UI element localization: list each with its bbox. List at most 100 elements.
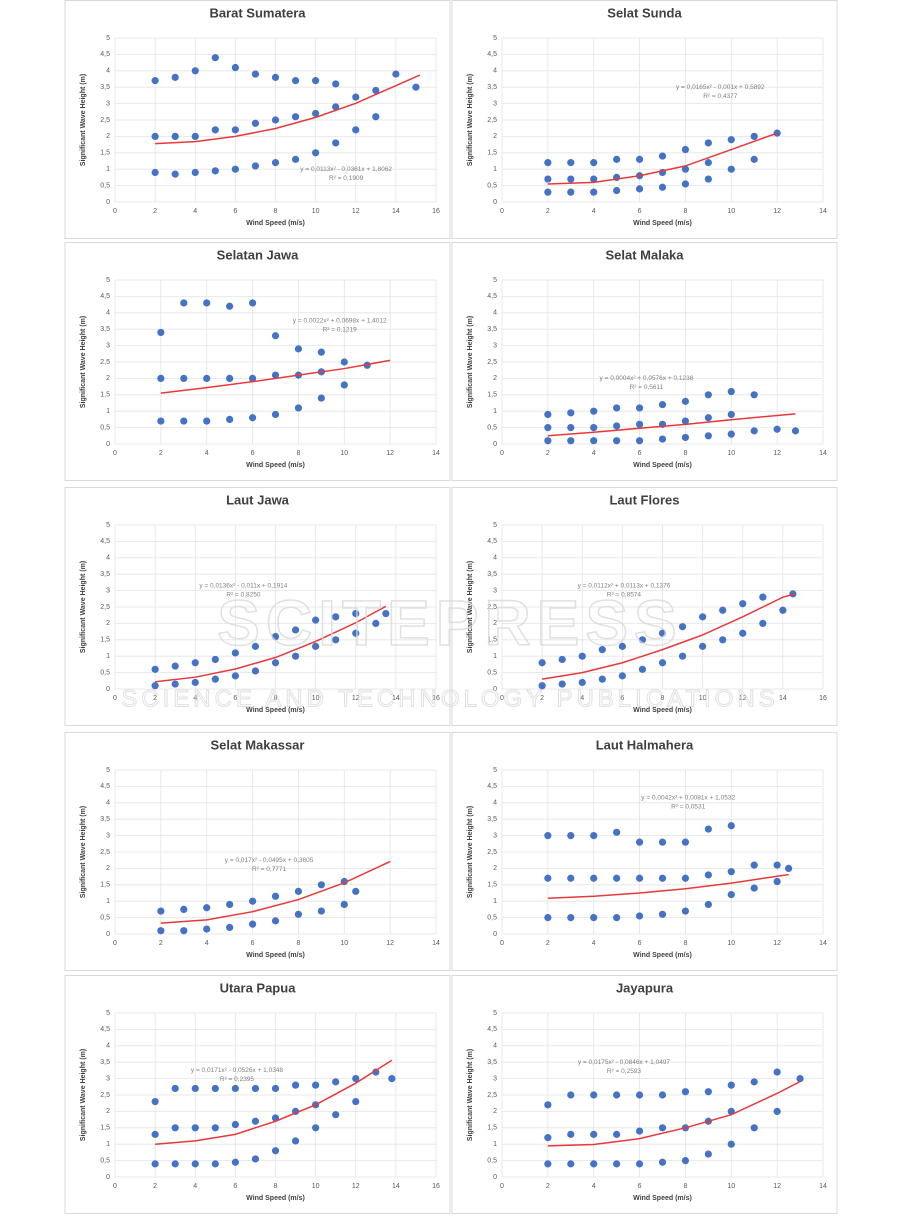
scatter-point	[332, 613, 340, 621]
x-tick-label: 8	[661, 695, 665, 702]
x-tick-label: 14	[819, 208, 827, 215]
scatter-point	[157, 417, 165, 425]
x-tick-label: 6	[233, 1183, 237, 1190]
scatter-point	[635, 420, 644, 428]
y-tick-label: 5	[493, 277, 497, 284]
x-axis-label: Wind Speed (m/s)	[246, 952, 305, 959]
x-tick-label: 0	[500, 695, 504, 702]
y-tick-label: 0	[106, 1174, 110, 1181]
y-tick-label: 1	[106, 166, 110, 173]
scatter-point	[340, 358, 348, 366]
scatter-point	[613, 1160, 621, 1168]
scatter-point	[171, 73, 179, 81]
scatter-point	[635, 838, 644, 846]
scatter-point	[171, 1124, 179, 1132]
x-tick-label: 6	[638, 1183, 642, 1190]
x-tick-label: 0	[113, 695, 117, 702]
scatter-point	[294, 404, 303, 412]
chart-panel: Laut Jawa 0 0,5 1 1,5 2 2,5 3 3,5 4 4,5 5 0 2 4 6 8 10 12 1…	[64, 487, 451, 726]
y-tick-label: 2,5	[100, 359, 110, 366]
x-axis-label: Wind Speed (m/s)	[633, 220, 692, 227]
y-tick-label: 0,5	[100, 669, 110, 676]
y-tick-label: 1	[493, 653, 497, 660]
y-tick-label: 2,5	[487, 359, 497, 366]
scatter-point	[317, 907, 325, 915]
y-tick-label: 0	[106, 199, 110, 206]
y-tick-label: 2	[493, 375, 497, 382]
scatter-point	[704, 175, 712, 183]
y-tick-label: 4	[493, 68, 497, 75]
scatter-point	[211, 1084, 219, 1093]
scatter-point	[294, 910, 303, 918]
scatter-point	[312, 1081, 320, 1089]
y-tick-label: 2	[493, 1108, 497, 1115]
scatter-point	[750, 132, 758, 140]
scatter-point	[372, 113, 380, 121]
scatter-point	[180, 417, 188, 425]
scatter-point	[271, 332, 280, 340]
x-tick-label: 2	[546, 450, 550, 457]
scatter-point	[312, 642, 320, 650]
y-tick-label: 4	[493, 1043, 497, 1050]
scatter-point	[635, 912, 644, 920]
scatter-point	[658, 629, 667, 637]
x-tick-label: 0	[500, 1183, 504, 1190]
scatter-point	[151, 132, 159, 140]
x-tick-label: 2	[153, 1183, 157, 1190]
scatter-point	[598, 646, 606, 654]
scatter-point	[372, 1068, 380, 1076]
chart-panel: Laut Halmahera 0 0,5 1 1,5 2 2,5 3 3,5 4 4,5 5 0 2 4 6 8…	[451, 732, 838, 971]
x-tick-label: 14	[392, 208, 400, 215]
scatter-point	[312, 616, 320, 624]
trend-equation: y = 0,0165x² - 0,001x + 0,5892	[676, 84, 765, 91]
scatter-point	[658, 1158, 667, 1166]
scatter-point	[681, 907, 690, 915]
scatter-point	[704, 432, 712, 440]
scatter-point	[191, 168, 199, 177]
y-tick-label: 4,5	[487, 783, 497, 790]
y-tick-label: 3	[493, 587, 497, 594]
trend-equation: y = 0,0113x² - 0,0361x + 1,8062	[300, 166, 392, 173]
scatter-point	[271, 410, 280, 419]
x-tick-label: 4	[580, 695, 584, 702]
scatter-point	[211, 675, 219, 683]
y-tick-label: 2	[493, 133, 497, 140]
y-tick-label: 3,5	[100, 816, 110, 823]
r-squared: R² = 0,8574	[607, 591, 642, 598]
scatter-point	[618, 672, 626, 680]
x-tick-label: 14	[432, 450, 440, 457]
r-squared: R² = 0,1909	[329, 175, 364, 182]
y-tick-label: 5	[106, 277, 110, 284]
scatter-point	[739, 629, 747, 637]
scatter-point	[658, 659, 667, 667]
trend-line	[155, 74, 421, 145]
trend-line	[155, 605, 387, 683]
scatter-point	[704, 900, 712, 909]
scatter-point	[203, 417, 211, 425]
scatter-point	[699, 642, 707, 650]
scatter-point	[785, 864, 793, 873]
scatter-point	[590, 914, 598, 922]
y-tick-label: 1,5	[487, 637, 497, 644]
y-tick-label: 1	[493, 408, 497, 415]
scatter-point	[704, 391, 712, 399]
y-tick-label: 5	[493, 35, 497, 42]
scatter-point	[317, 394, 325, 402]
y-axis-label: Significant Wave Height (m)	[467, 316, 474, 408]
scatter-point	[332, 80, 340, 88]
scatter-point	[312, 1124, 320, 1132]
scatter-point	[352, 93, 360, 101]
y-axis-label: Significant Wave Height (m)	[80, 561, 87, 653]
y-tick-label: 2,5	[487, 849, 497, 856]
y-tick-label: 1,5	[487, 1125, 497, 1132]
scatter-point	[779, 606, 787, 614]
scatter-point	[251, 162, 260, 170]
scatter-point	[538, 682, 546, 690]
scatter-point	[681, 838, 690, 846]
y-tick-label: 5	[106, 35, 110, 42]
scatter-point	[191, 1084, 199, 1093]
x-tick-label: 4	[193, 208, 197, 215]
scatter-point	[382, 609, 390, 618]
x-tick-label: 6	[638, 208, 642, 215]
trend-line	[542, 593, 796, 680]
